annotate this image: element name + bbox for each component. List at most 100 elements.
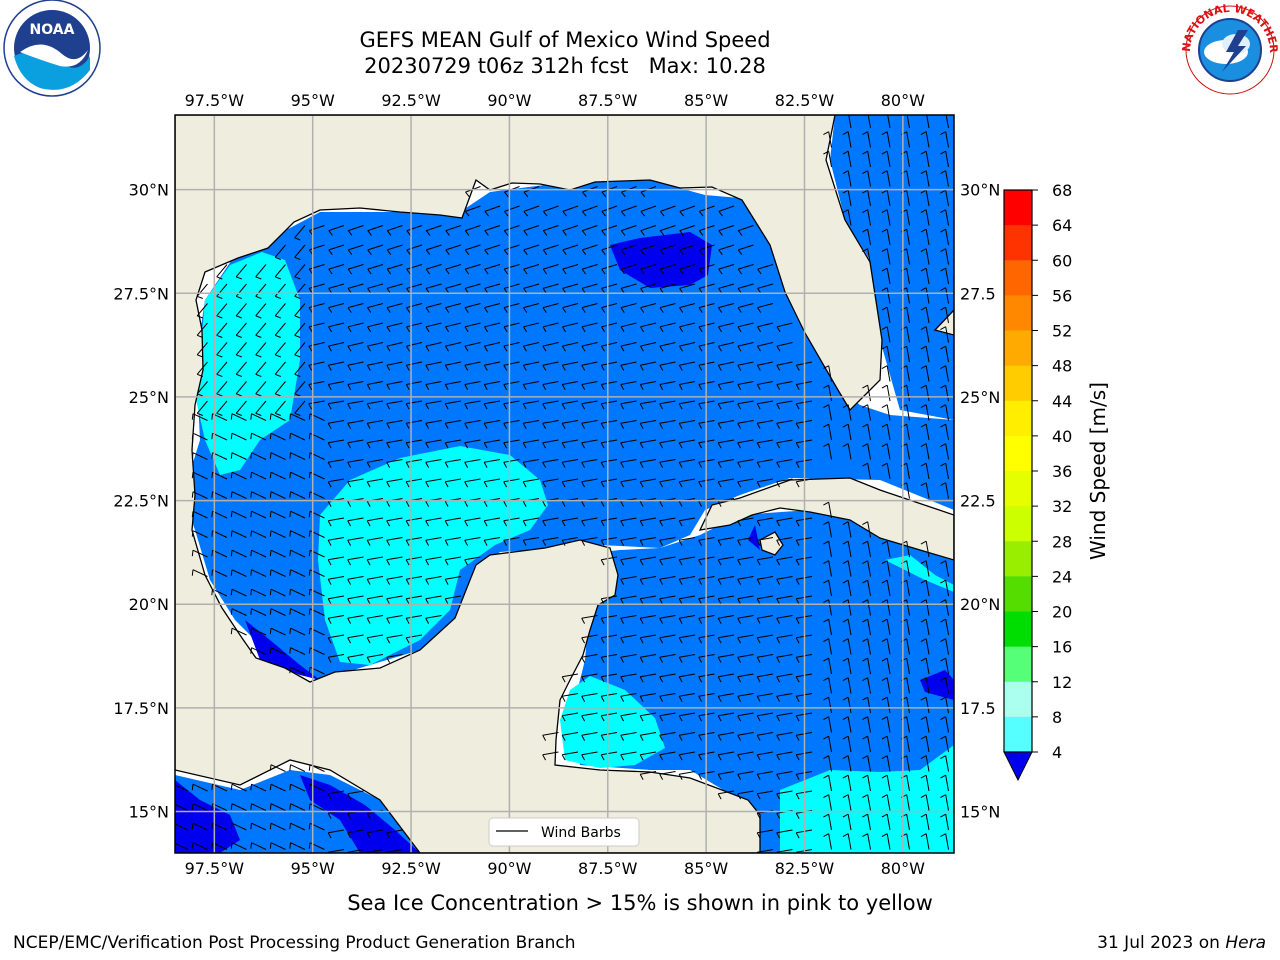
wind-barb [757, 615, 774, 619]
wind-barb [659, 615, 676, 619]
wind-barb [445, 381, 462, 385]
wind-barb-feather [795, 442, 800, 449]
wind-barb [196, 342, 208, 356]
wind-barb [847, 736, 852, 753]
wind-barb-feather [347, 326, 352, 333]
wind-barb [542, 478, 559, 483]
wind-barb-feather [823, 404, 829, 409]
wind-barb-feather [464, 423, 469, 429]
wind-barb [406, 400, 423, 405]
wind-barb-feather [737, 326, 742, 333]
wind-barb-feather [294, 276, 301, 280]
wind-barb-feather [698, 676, 703, 683]
wind-barb [620, 537, 637, 541]
wind-barb [906, 775, 910, 792]
wind-barb-feather [367, 288, 372, 294]
wind-barb [906, 619, 910, 636]
wind-barb [251, 510, 267, 519]
wind-barb-feather [561, 365, 566, 371]
wind-barb [659, 459, 676, 463]
wind-barb-feather [756, 696, 761, 702]
wind-barb [640, 751, 657, 756]
wind-barb [925, 677, 930, 694]
wind-barb-feather [464, 403, 469, 410]
wind-barb-feather [717, 481, 722, 488]
wind-barb [945, 190, 949, 207]
wind-barb [886, 190, 891, 207]
colorbar-segment [1004, 681, 1032, 718]
wind-barb [679, 654, 696, 658]
wind-barb-feather [308, 326, 313, 333]
wind-barb [406, 361, 423, 366]
wind-barb [196, 303, 208, 317]
wind-barb [562, 381, 579, 385]
wind-barb [925, 560, 930, 577]
wind-barb-feather [347, 288, 352, 294]
wind-barb-feather [483, 423, 488, 429]
wind-barb [581, 673, 598, 678]
wind-barb-feather [543, 211, 548, 217]
wind-barb-feather [347, 813, 352, 819]
wind-barb [828, 365, 832, 382]
wind-barb-feather [366, 345, 371, 352]
wind-barb [718, 595, 735, 600]
wind-barb [445, 400, 462, 405]
wind-barb-feather [269, 569, 272, 576]
wind-barb-feather [881, 599, 888, 604]
wind-barb-feather [216, 373, 223, 377]
wind-barb [867, 580, 871, 597]
colorbar-tick-label: 16 [1052, 638, 1072, 657]
wind-barb [270, 530, 286, 538]
wind-barb [847, 755, 852, 772]
wind-barb-feather [600, 481, 605, 488]
wind-barb-feather [255, 354, 262, 358]
wind-barb [737, 303, 754, 309]
wind-barb [620, 478, 637, 483]
wind-barb-feather [862, 735, 868, 740]
wind-barb-feather [308, 433, 311, 440]
wind-barb [718, 790, 735, 795]
wind-barb [308, 400, 325, 405]
wind-barb-feather [940, 423, 946, 428]
wind-barb [581, 654, 598, 658]
wind-barb-feather [542, 268, 548, 275]
wind-barb [484, 244, 501, 251]
wind-barb-feather [862, 677, 868, 682]
wind-barb [906, 794, 910, 811]
wind-barb [425, 459, 442, 463]
wind-barb-feather [862, 423, 868, 428]
wind-barbs-legend: Wind Barbs [488, 817, 640, 847]
wind-barb [562, 342, 579, 347]
wind-barb-feather [562, 307, 567, 313]
wind-barb-feather [503, 442, 508, 449]
wind-barb [406, 283, 423, 289]
wind-barb-feather [542, 520, 547, 527]
wind-barb-feather [698, 365, 703, 371]
wind-barb [386, 537, 403, 541]
wind-barb [387, 264, 403, 270]
wind-barb-feather [542, 481, 547, 488]
wind-barb [886, 307, 891, 324]
wind-barb [484, 537, 501, 541]
wind-barb-feather [211, 823, 213, 830]
wind-barb-feather [881, 677, 888, 682]
wind-barb [216, 303, 228, 317]
wind-barb [425, 517, 442, 522]
wind-barb-feather [823, 833, 829, 838]
wind-barb [906, 190, 910, 207]
wind-barb-feather [542, 345, 547, 352]
wind-barb-feather [621, 191, 626, 198]
wind-barb-feather [920, 189, 927, 194]
wind-barb [776, 732, 793, 736]
wind-barb [406, 342, 423, 347]
wind-barb [776, 381, 793, 385]
wind-barb [386, 829, 403, 834]
wind-barb-feather [425, 365, 430, 371]
wind-barb [601, 732, 618, 736]
wind-barb-feather [678, 345, 683, 352]
wind-barb [290, 627, 306, 636]
wind-barb-feather [327, 618, 332, 624]
wind-barb [251, 803, 267, 811]
wind-barb-feather [464, 345, 469, 352]
wind-barb-feather [230, 550, 233, 557]
